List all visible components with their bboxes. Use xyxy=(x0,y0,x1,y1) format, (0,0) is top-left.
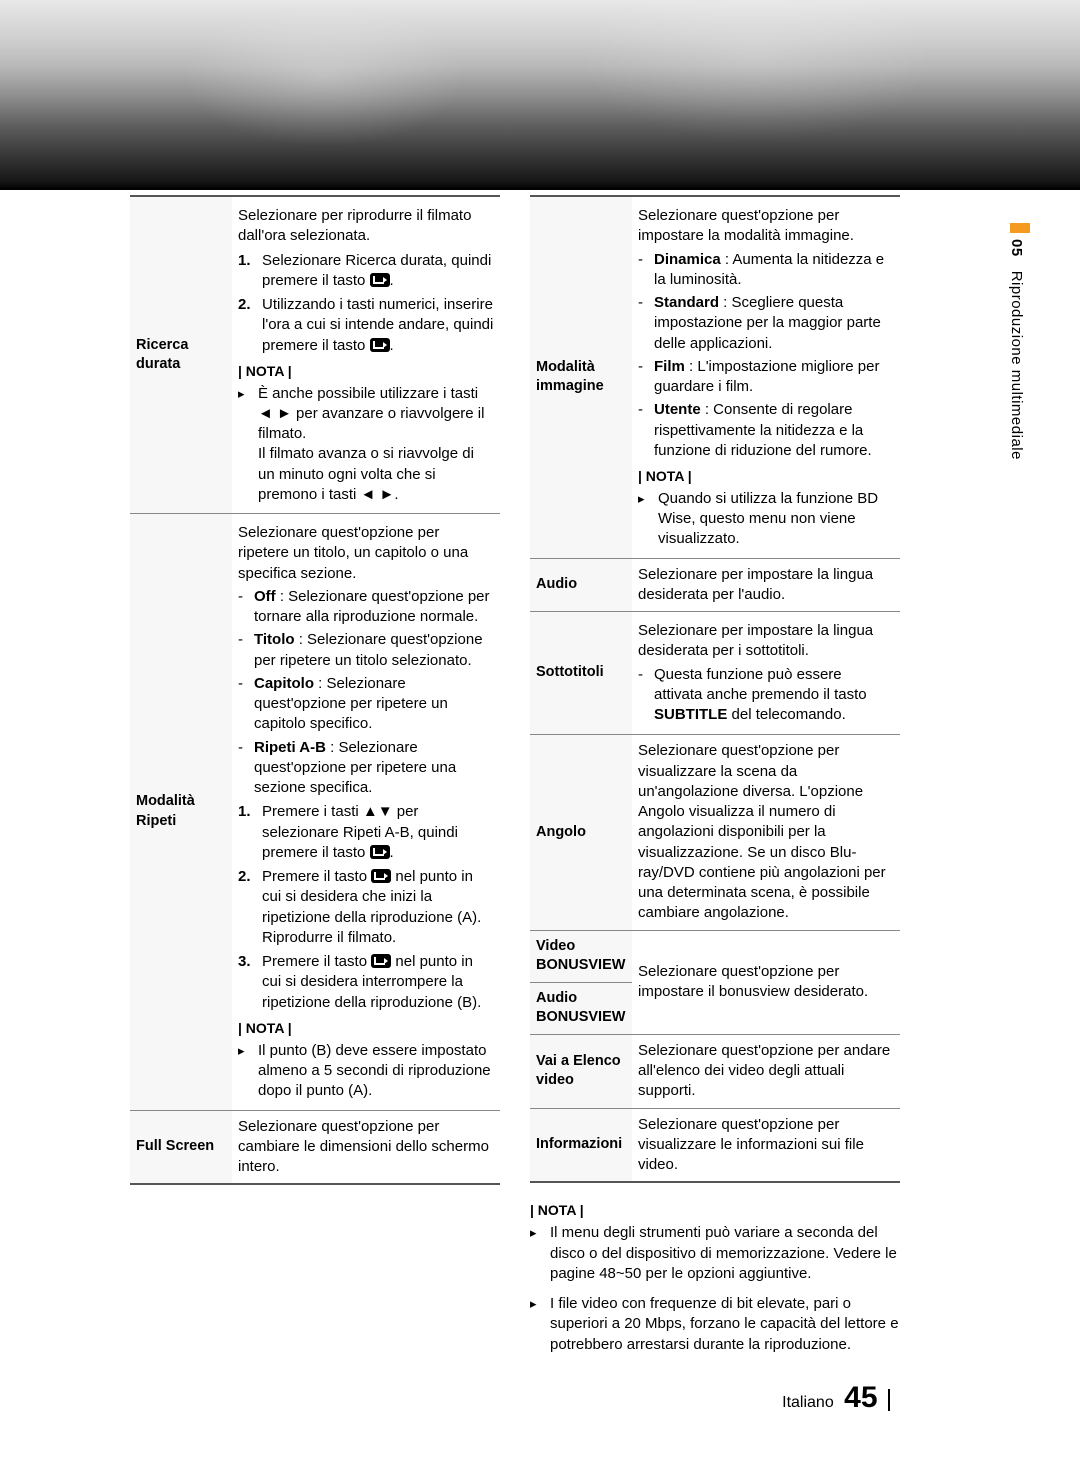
row-label-audio: Audio xyxy=(530,558,632,612)
note-bullet-icon xyxy=(638,489,650,550)
opt-utente-term: Utente xyxy=(654,401,701,418)
footer-bar-icon xyxy=(888,1389,890,1411)
row-label-informazioni: Informazioni xyxy=(530,1108,632,1182)
opt-off-term: Off xyxy=(254,588,276,605)
sotto-opt-post: del telecomando. xyxy=(727,706,845,723)
enter-icon xyxy=(371,954,391,968)
opt-film-text: : L'impostazione migliore per guardare i… xyxy=(654,358,879,395)
row-body-audio: Selezionare per impostare la lingua desi… xyxy=(632,558,900,612)
row-body-sottotitoli: Selezionare per impostare la lingua desi… xyxy=(632,612,900,735)
sotto-intro: Selezionare per impostare la lingua desi… xyxy=(638,621,894,662)
opt-ripeti-ab-term: Ripeti A-B xyxy=(254,739,326,756)
row-body-elenco-video: Selezionare quest'opzione per andare all… xyxy=(632,1034,900,1108)
opt-capitolo-term: Capitolo xyxy=(254,675,314,692)
row-body-angolo: Selezionare quest'opzione per visualizza… xyxy=(632,735,900,930)
ripeti-nota: Il punto (B) deve essere impostato almen… xyxy=(258,1041,494,1102)
row-label-angolo: Angolo xyxy=(530,735,632,930)
bottom-notes: | NOTA | Il menu degli strumenti può var… xyxy=(530,1201,900,1354)
ripeti-intro: Selezionare quest'opzione per ripetere u… xyxy=(238,523,494,584)
note-bullet-icon xyxy=(238,384,250,506)
sotto-opt-bold: SUBTITLE xyxy=(654,706,727,723)
row-label-ricerca-durata: Ricerca durata xyxy=(130,196,232,514)
row-label-sottotitoli: Sottotitoli xyxy=(530,612,632,735)
nota-header: | NOTA | xyxy=(238,1019,494,1038)
bottom-note-1: Il menu degli strumenti può variare a se… xyxy=(550,1223,900,1284)
row-body-informazioni: Selezionare quest'opzione per visualizza… xyxy=(632,1108,900,1182)
bottom-note-2: I file video con frequenze di bit elevat… xyxy=(550,1294,900,1355)
footer-page-number: 45 xyxy=(844,1381,877,1414)
tab-accent-mark xyxy=(1010,223,1030,233)
chapter-number: 05 xyxy=(1008,239,1025,257)
enter-icon xyxy=(370,338,390,352)
row-body-modalita-ripeti: Selezionare quest'opzione per ripetere u… xyxy=(232,514,500,1110)
page-banner xyxy=(0,0,1080,190)
immagine-nota: Quando si utilizza la funzione BD Wise, … xyxy=(658,489,894,550)
opt-film-term: Film xyxy=(654,358,685,375)
row-label-elenco-video: Vai a Elenco video xyxy=(530,1034,632,1108)
ripeti-step-1: Premere i tasti ▲▼ per selezionare Ripet… xyxy=(262,803,458,861)
ripeti-options: -Off : Selezionare quest'opzione per tor… xyxy=(238,587,494,799)
row-label-video-bonusview: Video BONUSVIEW xyxy=(530,930,632,982)
opt-off-text: : Selezionare quest'opzione per tornare … xyxy=(254,588,490,625)
left-feature-table: Ricerca durata Selezionare per riprodurr… xyxy=(130,195,500,1185)
immagine-intro: Selezionare quest'opzione per impostare … xyxy=(638,206,894,247)
nota-header: | NOTA | xyxy=(638,467,894,486)
row-label-modalita-immagine: Modalità immagine xyxy=(530,196,632,558)
page-content: Ricerca durata Selezionare per riprodurr… xyxy=(0,195,1080,1415)
row-label-audio-bonusview: Audio BONUSVIEW xyxy=(530,982,632,1034)
note-bullet-icon xyxy=(530,1294,542,1355)
row-body-full-screen: Selezionare quest'opzione per cambiare l… xyxy=(232,1110,500,1184)
footer-language: Italiano xyxy=(782,1394,834,1411)
row-body-ricerca-durata: Selezionare per riprodurre il filmato da… xyxy=(232,196,500,514)
left-column: Ricerca durata Selezionare per riprodurr… xyxy=(130,195,500,1415)
enter-icon xyxy=(371,869,391,883)
row-label-modalita-ripeti: Modalità Ripeti xyxy=(130,514,232,1110)
opt-standard-term: Standard xyxy=(654,294,719,311)
right-column: Modalità immagine Selezionare quest'opzi… xyxy=(530,195,900,1415)
nota-header: | NOTA | xyxy=(238,362,494,381)
ricerca-intro: Selezionare per riprodurre il filmato da… xyxy=(238,206,494,247)
sotto-opt-pre: Questa funzione può essere attivata anch… xyxy=(654,666,867,703)
enter-icon xyxy=(370,273,390,287)
row-body-modalita-immagine: Selezionare quest'opzione per impostare … xyxy=(632,196,900,558)
note-bullet-icon xyxy=(238,1041,250,1102)
nota-header: | NOTA | xyxy=(530,1201,900,1220)
opt-dinamica-term: Dinamica xyxy=(654,251,721,268)
opt-titolo-term: Titolo xyxy=(254,631,295,648)
page-footer: Italiano 45 xyxy=(530,1381,890,1415)
ricerca-nota: È anche possibile utilizzare i tasti ◄ ►… xyxy=(258,384,494,506)
note-bullet-icon xyxy=(530,1223,542,1284)
row-label-full-screen: Full Screen xyxy=(130,1110,232,1184)
chapter-side-tab: 05 Riproduzione multimediale xyxy=(1008,223,1030,460)
chapter-title: Riproduzione multimediale xyxy=(1008,271,1025,460)
right-feature-table: Modalità immagine Selezionare quest'opzi… xyxy=(530,195,900,1183)
row-body-bonusview: Selezionare quest'opzione per impostare … xyxy=(632,930,900,1034)
enter-icon xyxy=(370,845,390,859)
